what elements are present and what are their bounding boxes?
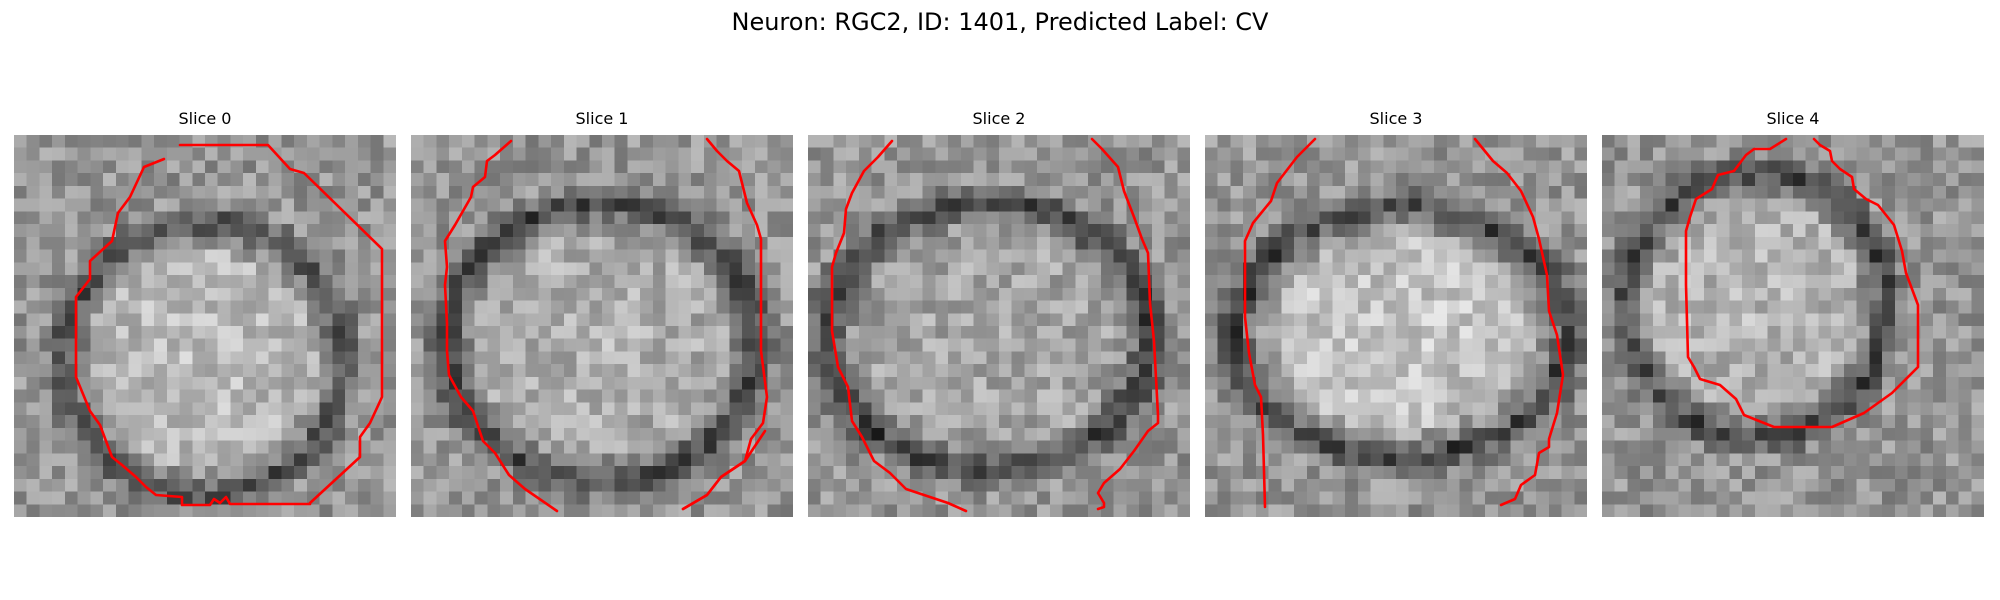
slice-image-3 — [1205, 135, 1587, 517]
slice-image-1 — [411, 135, 793, 517]
slice-panel-4: Slice 4 — [1602, 108, 1984, 517]
pixel-grid — [411, 135, 793, 517]
slice-title-2: Slice 2 — [972, 109, 1026, 128]
slice-title-4: Slice 4 — [1766, 109, 1820, 128]
slice-image-0 — [14, 135, 396, 517]
slice-panel-3: Slice 3 — [1205, 108, 1587, 517]
contour-line — [830, 139, 968, 513]
pixel-grid — [1205, 135, 1587, 517]
contour-line — [1243, 137, 1317, 509]
slice-panel-0: Slice 0 — [14, 108, 396, 517]
contour-line — [1473, 137, 1565, 507]
slice-title-1: Slice 1 — [575, 109, 629, 128]
slice-panel-2: Slice 2 — [808, 108, 1190, 517]
slice-image-4 — [1602, 135, 1984, 517]
slice-image-2 — [808, 135, 1190, 517]
figure-title: Neuron: RGC2, ID: 1401, Predicted Label:… — [731, 8, 1269, 36]
slice-panel-1: Slice 1 — [411, 108, 793, 517]
pixel-grid — [808, 135, 1190, 517]
slice-title-0: Slice 0 — [178, 109, 232, 128]
contour-line — [443, 139, 559, 513]
contour-line — [1090, 137, 1160, 511]
contour-line — [1684, 137, 1920, 429]
slice-title-3: Slice 3 — [1369, 109, 1423, 128]
pixel-grid — [1602, 135, 1984, 517]
pixel-grid — [14, 135, 396, 517]
contour-line — [681, 429, 767, 511]
contour-line — [74, 143, 384, 507]
